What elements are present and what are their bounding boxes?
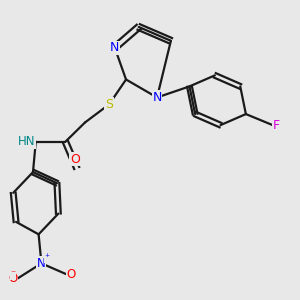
Text: N: N — [110, 41, 119, 54]
Text: O: O — [70, 153, 80, 166]
Text: F: F — [273, 118, 280, 132]
Text: O: O — [8, 272, 17, 285]
Text: N: N — [152, 91, 162, 104]
Text: ⁻: ⁻ — [11, 269, 16, 279]
Text: O: O — [67, 268, 76, 281]
Text: ⁺: ⁺ — [44, 253, 50, 263]
Text: S: S — [105, 98, 113, 111]
Text: N: N — [37, 257, 46, 270]
Text: HN: HN — [18, 135, 36, 148]
